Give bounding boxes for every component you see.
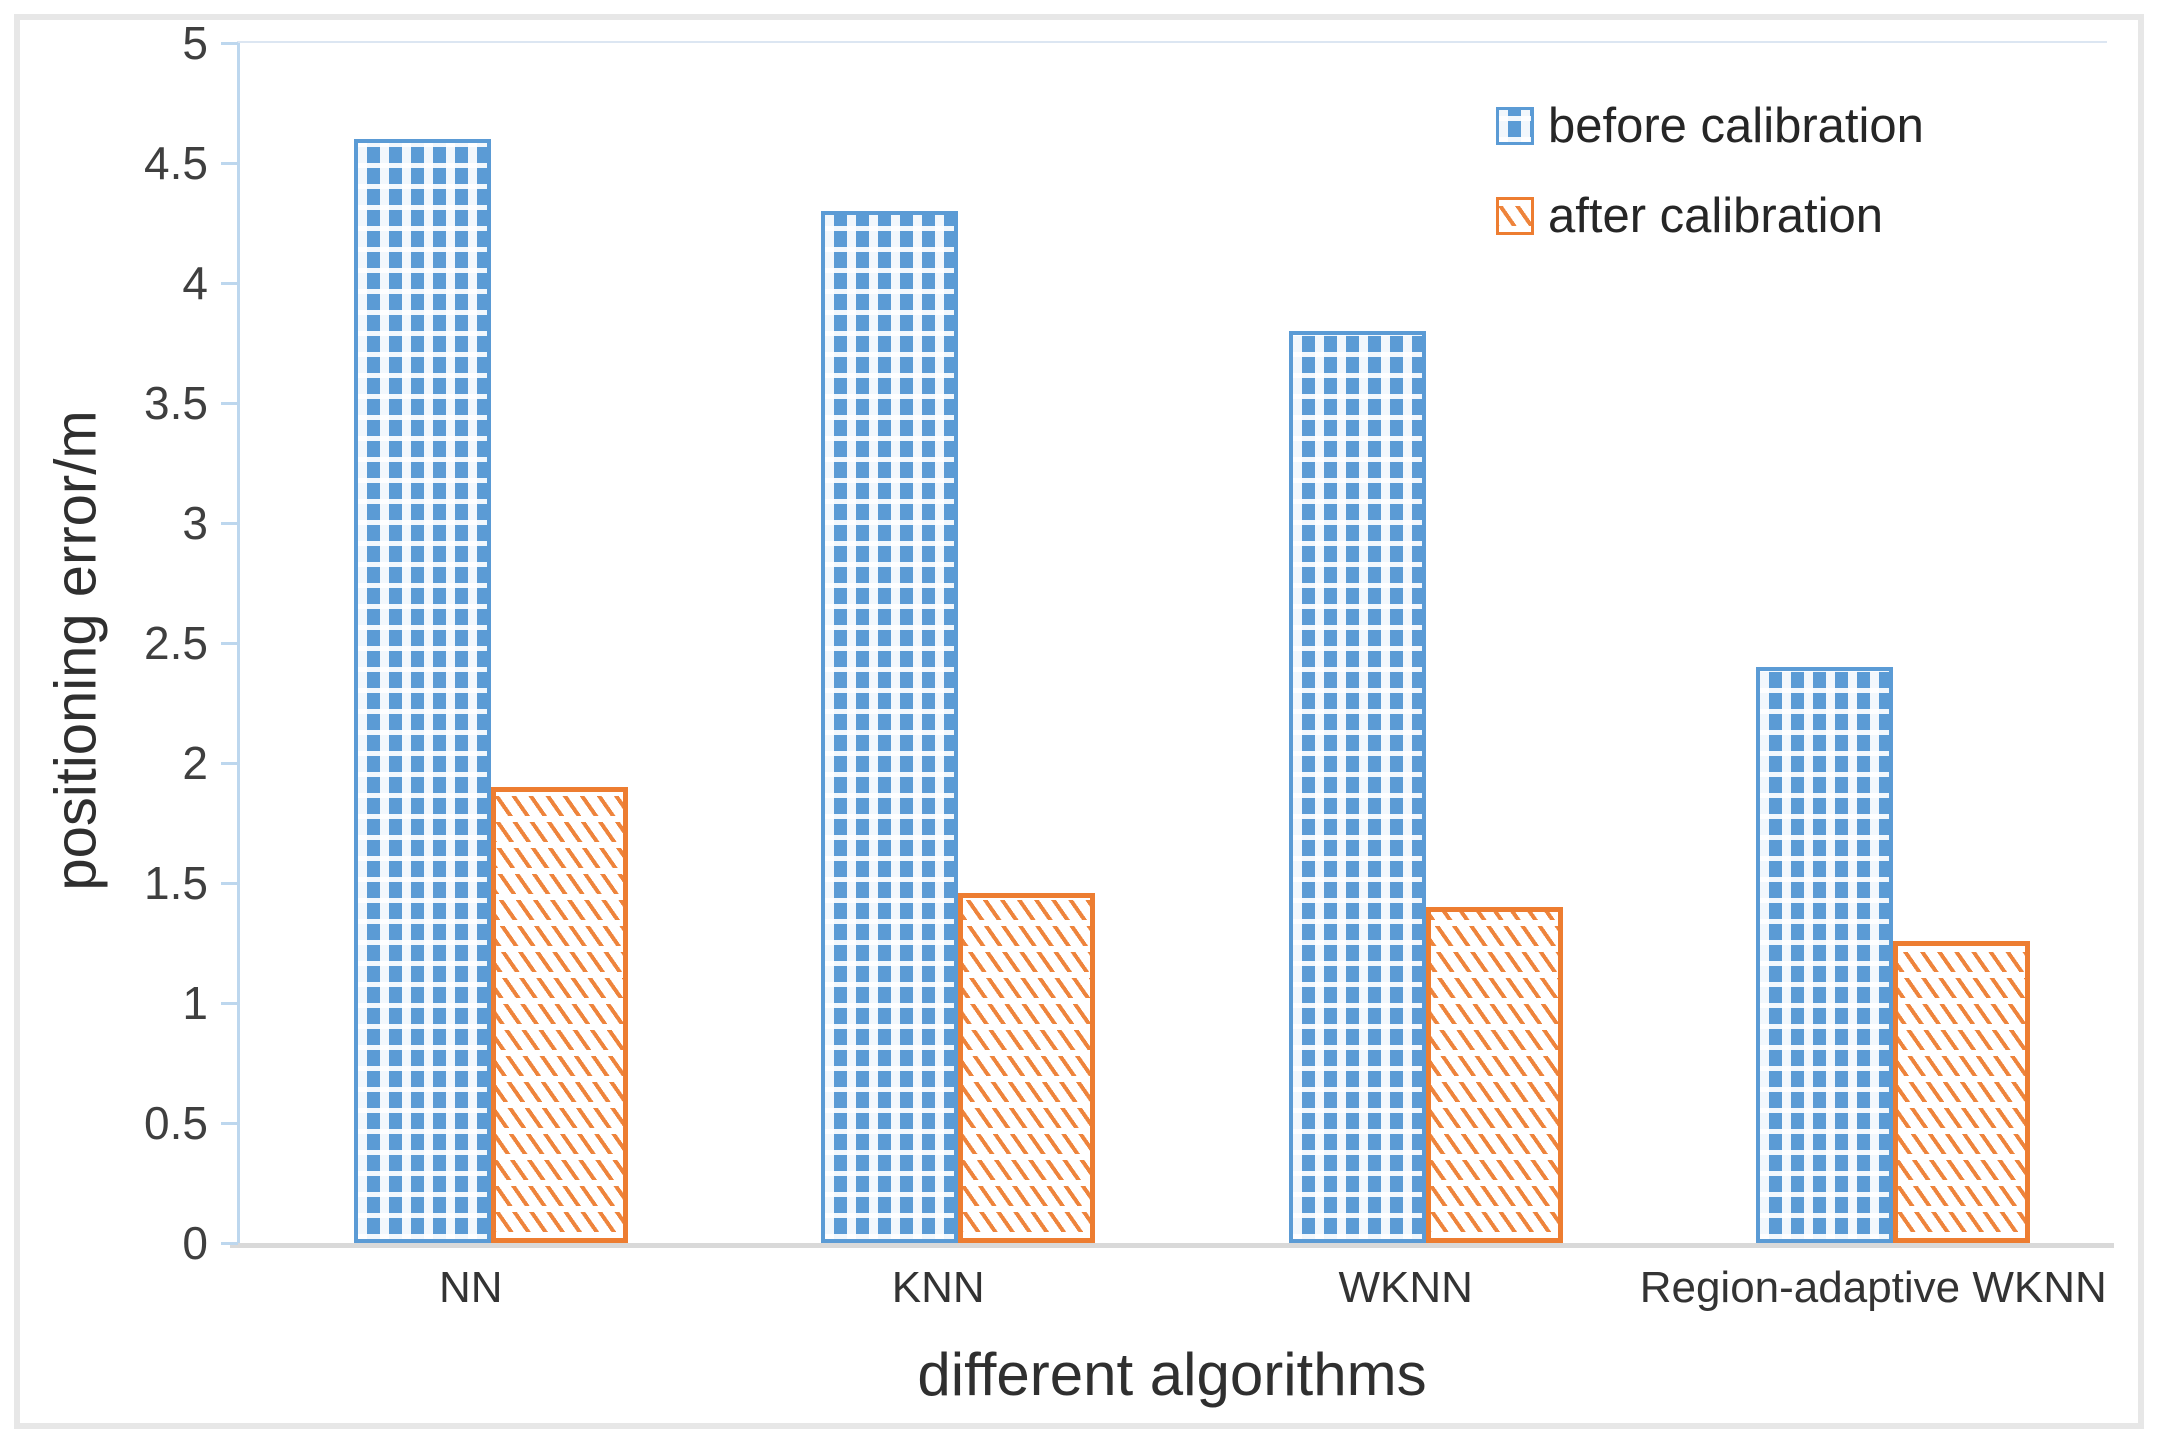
y-tick-label: 0 (182, 1217, 208, 1269)
y-tick-mark (221, 402, 238, 405)
bar-after-wknn (1425, 907, 1563, 1243)
y-tick-mark (221, 42, 238, 45)
bar-before-nn (353, 139, 491, 1243)
bar-before-knn (821, 211, 959, 1243)
y-tick-mark (221, 1242, 238, 1245)
y-tick-mark (221, 882, 238, 885)
y-tick-label: 2 (182, 737, 208, 789)
before-calibration-swatch-icon (1496, 107, 1534, 145)
y-tick-mark (221, 762, 238, 765)
y-tick-mark (221, 282, 238, 285)
bar-after-nn (490, 787, 628, 1243)
y-axis-title: positioning error/m (43, 410, 109, 891)
y-tick-mark (221, 522, 238, 525)
top-gridline (237, 41, 2107, 43)
y-tick-label: 1.5 (144, 857, 208, 909)
category-label: NN (438, 1263, 503, 1312)
plot-area (237, 43, 2107, 1243)
category-label: KNN (891, 1263, 985, 1312)
y-tick-mark (221, 642, 238, 645)
bar-after-region-adaptive-wknn (1893, 940, 2031, 1243)
category-label: WKNN (1338, 1263, 1473, 1312)
legend-label-before: before calibration (1548, 99, 1924, 153)
y-tick-label: 4.5 (144, 137, 208, 189)
x-axis-line (230, 1243, 2114, 1248)
bar-after-knn (958, 892, 1096, 1243)
x-axis-title: different algorithms (917, 1341, 1427, 1408)
after-calibration-swatch-icon (1496, 197, 1534, 235)
bar-before-wknn (1288, 331, 1426, 1243)
y-tick-mark (221, 1122, 238, 1125)
legend: before calibration after calibration (1496, 98, 1924, 244)
y-axis-line (237, 43, 240, 1246)
y-tick-label: 3.5 (144, 377, 208, 429)
y-tick-label: 1 (182, 977, 208, 1029)
category-label: Region-adaptive WKNN (1639, 1263, 2107, 1312)
y-tick-label: 2.5 (144, 617, 208, 669)
y-tick-label: 5 (182, 17, 208, 69)
y-tick-label: 0.5 (144, 1097, 208, 1149)
legend-label-after: after calibration (1548, 189, 1884, 243)
y-tick-mark (221, 162, 238, 165)
bar-before-region-adaptive-wknn (1756, 667, 1894, 1243)
y-tick-label: 4 (182, 257, 208, 309)
legend-item-after-calibration: after calibration (1496, 188, 1924, 244)
y-tick-mark (221, 1002, 238, 1005)
legend-item-before-calibration: before calibration (1496, 98, 1924, 154)
y-tick-label: 3 (182, 497, 208, 549)
